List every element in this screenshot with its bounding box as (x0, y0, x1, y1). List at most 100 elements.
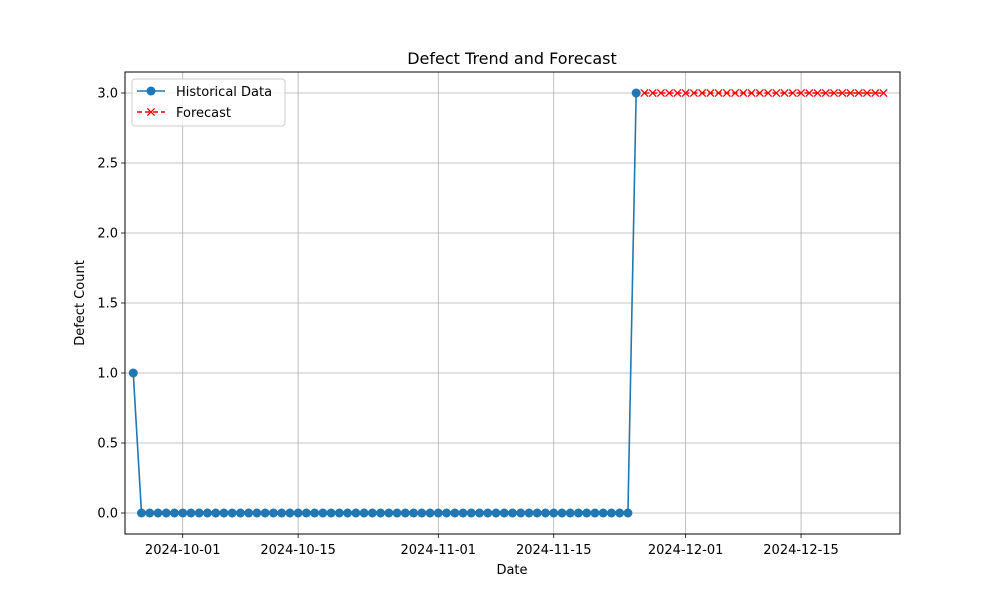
data-point (425, 508, 435, 518)
x-tick-label: 2024-11-15 (516, 543, 592, 558)
data-point (540, 508, 550, 518)
legend-marker-historical (146, 86, 156, 96)
data-point (450, 508, 460, 518)
legend-label-historical: Historical Data (176, 85, 272, 100)
data-point (483, 508, 493, 518)
data-point (219, 508, 229, 518)
data-point (227, 508, 237, 518)
data-point (491, 508, 501, 518)
x-tick-label: 2024-10-01 (145, 543, 221, 558)
data-point (277, 508, 287, 518)
data-point (755, 88, 764, 98)
data-point (392, 508, 402, 518)
x-tick-label: 2024-12-01 (648, 543, 724, 558)
data-point (714, 88, 723, 98)
data-point (301, 508, 311, 518)
data-point (211, 508, 221, 518)
data-point (244, 508, 254, 518)
data-point (846, 88, 855, 98)
data-point (648, 88, 657, 98)
data-point (458, 508, 468, 518)
data-point (442, 508, 452, 518)
y-tick-label: 3.0 (97, 87, 118, 102)
x-tick-label: 2024-11-01 (401, 543, 477, 558)
y-tick-label: 2.0 (97, 227, 118, 242)
data-point (153, 508, 163, 518)
data-point (582, 508, 592, 518)
data-point (310, 508, 320, 518)
data-point (384, 508, 394, 518)
data-point (854, 88, 863, 98)
series-historical-data (128, 88, 641, 518)
data-point (202, 508, 212, 518)
y-tick-label: 1.0 (97, 367, 118, 382)
data-point (631, 88, 641, 98)
data-point (731, 88, 740, 98)
data-point (640, 88, 649, 98)
legend-label-forecast: Forecast (176, 106, 231, 121)
legend-box (131, 78, 286, 127)
data-point (128, 368, 138, 378)
data-point (161, 508, 171, 518)
data-point (764, 88, 773, 98)
data-point (722, 88, 731, 98)
data-point (805, 88, 814, 98)
data-point (838, 88, 847, 98)
data-point (400, 508, 410, 518)
data-point (145, 508, 155, 518)
data-point (136, 508, 146, 518)
data-point (169, 508, 179, 518)
data-point (606, 508, 616, 518)
x-tick-label: 2024-12-15 (763, 543, 839, 558)
data-point (565, 508, 575, 518)
data-point (475, 508, 485, 518)
x-tick-label: 2024-10-15 (260, 543, 336, 558)
data-point (879, 88, 888, 98)
y-tick-label: 0.5 (97, 437, 118, 452)
data-point (516, 508, 526, 518)
data-point (409, 508, 419, 518)
data-point (590, 508, 600, 518)
y-tick-label: 1.5 (97, 297, 118, 312)
data-point (797, 88, 806, 98)
legend: Historical Data Forecast (131, 78, 286, 127)
data-point (433, 508, 443, 518)
data-point (788, 88, 797, 98)
data-point (194, 508, 204, 518)
data-point (656, 88, 665, 98)
data-point (417, 508, 427, 518)
data-point (573, 508, 583, 518)
data-point (706, 88, 715, 98)
data-point (549, 508, 559, 518)
data-point (862, 88, 872, 98)
data-point (813, 88, 822, 98)
legend-x-marker (146, 107, 156, 117)
data-point (557, 508, 567, 518)
data-point (689, 88, 698, 98)
data-point (466, 508, 476, 518)
y-tick-label: 0.0 (97, 507, 118, 522)
data-point (293, 508, 303, 518)
data-point (598, 508, 608, 518)
data-point (334, 508, 344, 518)
data-point (871, 88, 880, 98)
data-point (821, 88, 830, 98)
data-point (186, 508, 196, 518)
data-point (235, 508, 245, 518)
data-point (623, 508, 633, 518)
series-group (128, 88, 888, 518)
data-point (772, 88, 781, 98)
data-point (367, 508, 377, 518)
data-point (829, 88, 839, 98)
data-point (747, 88, 756, 98)
y-tick-label: 2.5 (97, 157, 118, 172)
data-point (673, 88, 682, 98)
data-point (739, 88, 748, 98)
data-point (376, 508, 386, 518)
axis-ticks: 2024-10-01 2024-10-15 2024-11-01 2024-11-15… (97, 87, 839, 559)
chart-title: Defect Trend and Forecast (407, 49, 617, 68)
data-point (698, 88, 707, 98)
data-point (532, 508, 542, 518)
